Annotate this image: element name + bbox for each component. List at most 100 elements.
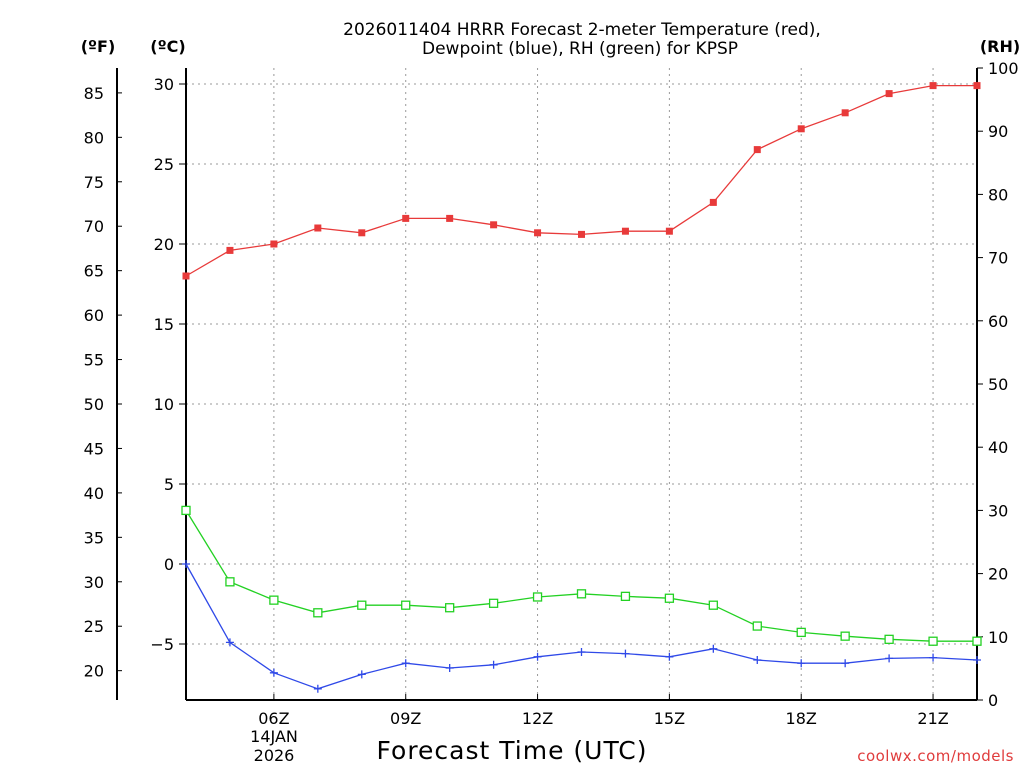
chart-title-line1: 2026011404 HRRR Forecast 2-meter Tempera… xyxy=(343,20,821,40)
celsius-tick-label: 30 xyxy=(154,75,174,94)
time-tick-label: 06Z xyxy=(258,709,289,728)
temperature-series xyxy=(182,82,981,280)
rh-unit-label: (RH) xyxy=(980,37,1020,56)
rh-point xyxy=(884,634,894,644)
temperature-point xyxy=(402,214,410,222)
rh-point xyxy=(796,627,806,638)
rh-point xyxy=(401,600,411,610)
series-layer xyxy=(181,82,982,693)
date-label-year: 2026 xyxy=(254,746,295,765)
grid xyxy=(186,68,977,700)
time-tick-label: 21Z xyxy=(917,709,948,728)
fahrenheit-axis: 85 80 75 70 65 60 55 50 45 40 35 30 25 20 xyxy=(84,84,122,681)
dewpoint-point xyxy=(753,656,762,664)
celsius-tick-label: 20 xyxy=(154,235,174,254)
celsius-axis: 30 25 20 15 10 5 0 −5 xyxy=(150,75,186,654)
rh-tick-label: 90 xyxy=(988,122,1008,141)
dewpoint-point xyxy=(489,660,498,669)
rh-point xyxy=(488,598,499,608)
temperature-point xyxy=(841,109,849,117)
rh-tick-label: 30 xyxy=(988,501,1008,520)
rh-tick-label: 50 xyxy=(988,375,1008,394)
temperature-point xyxy=(885,90,893,98)
fahrenheit-tick-label: 75 xyxy=(84,173,104,192)
temperature-point xyxy=(314,224,322,232)
fahrenheit-tick-label: 55 xyxy=(84,351,104,370)
dewpoint-point xyxy=(709,644,718,653)
fahrenheit-tick-label: 50 xyxy=(84,395,104,414)
celsius-unit-label: (ºC) xyxy=(150,37,185,56)
rh-point xyxy=(532,592,543,602)
rh-series xyxy=(181,505,982,646)
temperature-point xyxy=(226,246,234,254)
credit-label: coolwx.com/models xyxy=(857,747,1014,765)
dewpoint-point xyxy=(621,649,630,658)
time-tick-label: 15Z xyxy=(654,709,685,728)
rh-tick-label: 70 xyxy=(988,249,1008,268)
temperature-point xyxy=(753,146,761,154)
rh-point xyxy=(313,608,323,618)
dewpoint-point xyxy=(929,653,938,662)
dewpoint-point xyxy=(533,652,542,661)
rh-point xyxy=(928,636,938,646)
rh-point xyxy=(752,621,762,631)
temperature-point xyxy=(490,221,498,229)
rh-point xyxy=(664,593,675,603)
dewpoint-point xyxy=(269,668,278,677)
x-axis-label: Forecast Time (UTC) xyxy=(377,736,648,765)
fahrenheit-tick-label: 40 xyxy=(84,484,104,503)
dewpoint-point xyxy=(665,652,674,661)
rh-tick-label: 0 xyxy=(988,691,998,710)
dewpoint-point xyxy=(357,670,366,679)
dewpoint-point xyxy=(797,659,806,668)
temperature-point xyxy=(578,230,585,238)
dewpoint-point xyxy=(313,684,322,693)
dewpoint-point xyxy=(841,659,850,668)
rh-point xyxy=(357,600,367,610)
celsius-tick-label: 5 xyxy=(164,475,174,494)
rh-point xyxy=(840,631,850,641)
fahrenheit-tick-label: 85 xyxy=(84,84,104,103)
fahrenheit-tick-label: 35 xyxy=(84,528,104,547)
dewpoint-point xyxy=(577,648,586,656)
temperature-point xyxy=(446,214,454,222)
celsius-tick-label: 10 xyxy=(154,395,174,414)
dewpoint-point xyxy=(885,654,894,663)
time-tick-label: 09Z xyxy=(390,709,421,728)
temperature-point xyxy=(797,125,805,133)
celsius-tick-label: 0 xyxy=(164,555,174,574)
time-axis: 06Z 09Z 12Z 15Z 18Z 21Z xyxy=(258,694,949,728)
rh-point xyxy=(445,603,455,613)
celsius-tick-label: 25 xyxy=(154,155,174,174)
date-label-day: 14JAN xyxy=(250,727,298,746)
dewpoint-line xyxy=(185,563,978,690)
time-tick-label: 12Z xyxy=(522,709,553,728)
temperature-point xyxy=(270,240,278,248)
celsius-tick-label: −5 xyxy=(150,635,174,654)
fahrenheit-tick-label: 65 xyxy=(84,262,104,281)
dewpoint-series xyxy=(182,560,981,693)
temperature-point xyxy=(973,82,981,90)
time-tick-label: 18Z xyxy=(786,709,817,728)
rh-point xyxy=(708,600,718,610)
rh-point xyxy=(181,505,191,516)
fahrenheit-unit-label: (ºF) xyxy=(81,37,116,56)
chart-title-line2: Dewpoint (blue), RH (green) for KPSP xyxy=(422,39,738,59)
temperature-point xyxy=(929,82,937,90)
dewpoint-point xyxy=(182,560,190,568)
rh-tick-label: 10 xyxy=(988,628,1008,647)
fahrenheit-tick-label: 45 xyxy=(84,439,104,458)
rh-point xyxy=(972,636,982,646)
fahrenheit-tick-label: 60 xyxy=(84,306,104,325)
fahrenheit-tick-label: 20 xyxy=(84,662,104,681)
rh-tick-label: 40 xyxy=(988,438,1008,457)
temperature-point xyxy=(665,227,673,235)
temperature-line xyxy=(185,84,977,277)
dewpoint-point xyxy=(225,638,234,647)
rh-tick-label: 60 xyxy=(988,312,1008,331)
fahrenheit-tick-label: 25 xyxy=(84,617,104,636)
rh-point xyxy=(620,591,631,602)
fahrenheit-tick-label: 80 xyxy=(84,128,104,147)
